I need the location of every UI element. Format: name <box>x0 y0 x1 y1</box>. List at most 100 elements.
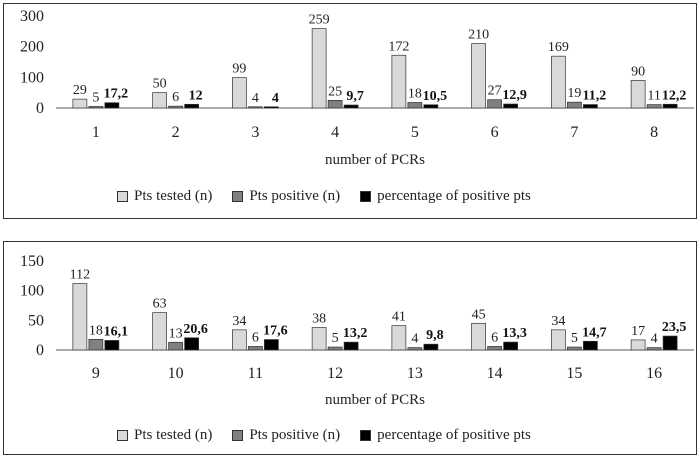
legend-swatch-tested <box>117 191 128 202</box>
data-label-tested: 45 <box>472 307 486 322</box>
data-label-percentage: 12,9 <box>502 88 527 103</box>
x-axis-label: number of PCRs <box>325 392 425 408</box>
legend-item-percentage: percentage of positive pts <box>360 188 531 205</box>
bar-tested <box>72 283 88 351</box>
data-label-positive: 18 <box>408 86 422 101</box>
data-label-percentage: 9,7 <box>346 89 364 104</box>
bar-tested <box>391 325 407 351</box>
x-tick-label: 1 <box>92 124 100 141</box>
x-tick-label: 9 <box>92 365 100 382</box>
legend-label-tested: Pts tested (n) <box>134 427 213 443</box>
legend-swatch-tested <box>117 430 128 441</box>
legend-swatch-positive <box>232 430 244 441</box>
bar-tested <box>311 327 327 351</box>
x-tick-label: 13 <box>407 365 423 382</box>
bar-percentage <box>583 340 598 351</box>
data-label-tested: 17 <box>631 324 645 339</box>
x-tick-label: 16 <box>646 365 662 382</box>
bar-tested <box>551 55 566 109</box>
bar-tested <box>630 80 646 109</box>
data-label-positive: 25 <box>328 84 342 99</box>
x-axis-label: number of PCRs <box>325 152 425 168</box>
bar-positive <box>168 105 183 109</box>
legend-label-tested: Pts tested (n) <box>134 188 213 204</box>
legend-item-positive: Pts positive (n) <box>232 188 340 205</box>
y-tick-label: 100 <box>20 283 44 300</box>
data-label-tested: 112 <box>70 268 90 283</box>
bar-positive <box>487 346 502 351</box>
data-label-percentage: 9,8 <box>426 328 444 343</box>
x-tick-label: 11 <box>248 365 263 382</box>
bar-positive <box>567 101 582 109</box>
data-label-tested: 169 <box>548 40 569 55</box>
data-label-percentage: 12,2 <box>662 88 687 103</box>
legend-swatch-percentage <box>360 430 372 441</box>
bar-positive <box>487 99 502 109</box>
bar-positive <box>88 106 104 109</box>
data-label-positive: 4 <box>252 91 259 106</box>
chart-panel-top: 0 100 200 300 29 5 17,2 1 50 6 12 2 99 4 4 3 259 25 9,7 4 17… <box>3 3 697 219</box>
data-label-positive: 18 <box>89 323 103 338</box>
data-label-positive: 27 <box>488 84 502 99</box>
legend-swatch-percentage <box>360 191 372 202</box>
bar-percentage <box>423 343 439 351</box>
legend-bottom: Pts tested (n) Pts positive (n) percenta… <box>117 427 531 444</box>
data-label-percentage: 13,3 <box>502 326 527 341</box>
bar-tested <box>551 329 566 351</box>
bar-percentage <box>104 340 120 351</box>
bar-percentage <box>343 341 359 351</box>
legend-top: Pts tested (n) Pts positive (n) percenta… <box>117 188 531 205</box>
bar-percentage <box>264 106 279 109</box>
data-label-tested: 34 <box>551 314 565 329</box>
data-label-tested: 99 <box>232 62 246 77</box>
x-tick-label: 6 <box>491 124 499 141</box>
data-label-positive: 13 <box>169 326 183 341</box>
y-tick-label: 0 <box>36 342 44 359</box>
legend-label-positive: Pts positive (n) <box>249 427 341 443</box>
bar-tested <box>72 98 88 109</box>
legend-item-percentage: percentage of positive pts <box>360 427 531 444</box>
legend-swatch-positive <box>232 191 244 202</box>
bar-tested <box>391 54 407 109</box>
bar-percentage <box>104 102 120 109</box>
x-tick-label: 15 <box>566 365 582 382</box>
bar-tested <box>232 329 247 351</box>
bar-percentage <box>503 103 518 109</box>
data-label-tested: 34 <box>232 314 246 329</box>
chart-panel-bottom: 0 50 100 150 112 18 16,1 9 63 13 20,6 10 34 6 17,6 11 38… <box>3 241 697 455</box>
x-tick-label: 2 <box>172 124 180 141</box>
data-label-tested: 38 <box>312 311 326 326</box>
bar-percentage <box>184 337 199 351</box>
y-tick-label: 50 <box>28 312 44 329</box>
data-label-tested: 90 <box>631 64 645 79</box>
bar-positive <box>88 338 104 351</box>
bar-positive <box>407 347 423 351</box>
bar-percentage <box>184 103 199 109</box>
data-label-tested: 210 <box>468 28 489 43</box>
data-label-percentage: 10,5 <box>423 89 448 104</box>
bar-positive <box>327 99 343 109</box>
bar-percentage <box>343 104 359 109</box>
bar-positive <box>407 102 423 109</box>
data-label-positive: 4 <box>651 332 658 347</box>
legend-label-percentage: percentage of positive pts <box>377 188 531 204</box>
bar-tested <box>630 339 646 351</box>
data-label-positive: 5 <box>571 331 578 346</box>
data-label-percentage: 17,6 <box>263 324 288 339</box>
x-tick-label: 7 <box>570 124 578 141</box>
data-label-tested: 29 <box>73 83 87 98</box>
x-tick-label: 14 <box>487 365 503 382</box>
data-label-percentage: 11,2 <box>583 89 607 104</box>
bar-positive <box>327 346 343 351</box>
legend-item-tested: Pts tested (n) <box>117 427 212 444</box>
bar-positive <box>168 341 183 351</box>
data-label-positive: 11 <box>647 89 660 104</box>
data-label-positive: 6 <box>491 330 498 345</box>
data-label-positive: 6 <box>252 330 259 345</box>
data-label-percentage: 12 <box>189 88 203 103</box>
data-label-tested: 50 <box>153 77 167 92</box>
legend-label-percentage: percentage of positive pts <box>377 427 531 443</box>
y-tick-label: 200 <box>20 39 44 56</box>
data-label-positive: 4 <box>411 332 418 347</box>
